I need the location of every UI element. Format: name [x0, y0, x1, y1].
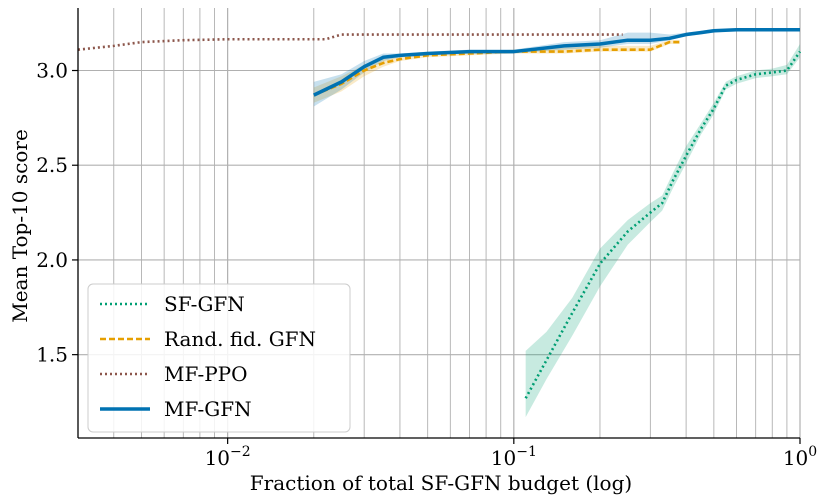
x-tick-label: 100 — [783, 444, 817, 470]
band-sf-gfn — [525, 43, 800, 418]
x-tick-label: 10−2 — [205, 444, 251, 470]
legend-label-mf-ppo: MF-PPO — [164, 362, 248, 386]
legend: SF-GFN Rand. fid. GFN MF-PPO MF-GFN — [87, 283, 351, 433]
y-axis-label: Mean Top-10 score — [8, 129, 32, 323]
x-tick-exponent: −1 — [516, 444, 537, 460]
confidence-bands — [313, 28, 800, 418]
y-tick-label: 2.5 — [36, 153, 68, 177]
series-line-sf-gfn — [524, 50, 802, 399]
legend-label-sf-gfn: SF-GFN — [164, 292, 245, 316]
tick-labels: 1.52.02.53.010−2 10−1 100 — [36, 59, 817, 470]
axes — [72, 8, 801, 444]
legend-box — [87, 283, 351, 433]
x-axis-label: Fraction of total SF-GFN budget (log) — [250, 471, 632, 495]
x-tick-base: 10 — [783, 446, 808, 470]
y-tick-label: 3.0 — [36, 59, 68, 83]
grid — [77, 8, 801, 438]
x-tick-label: 10−1 — [491, 444, 537, 470]
legend-label-rand-fid-gfn: Rand. fid. GFN — [164, 327, 316, 351]
legend-label-mf-gfn: MF-GFN — [164, 397, 252, 421]
y-tick-label: 1.5 — [36, 343, 68, 367]
series-lines — [77, 28, 802, 399]
y-tick-label: 2.0 — [36, 248, 68, 272]
x-tick-base: 10 — [205, 446, 230, 470]
x-tick-base: 10 — [491, 446, 516, 470]
x-tick-exponent: 0 — [808, 444, 817, 460]
x-tick-exponent: −2 — [230, 444, 251, 460]
series-line-mf-ppo — [77, 33, 623, 51]
band-mf-gfn — [313, 28, 800, 107]
series-line-mf-gfn — [313, 28, 800, 97]
